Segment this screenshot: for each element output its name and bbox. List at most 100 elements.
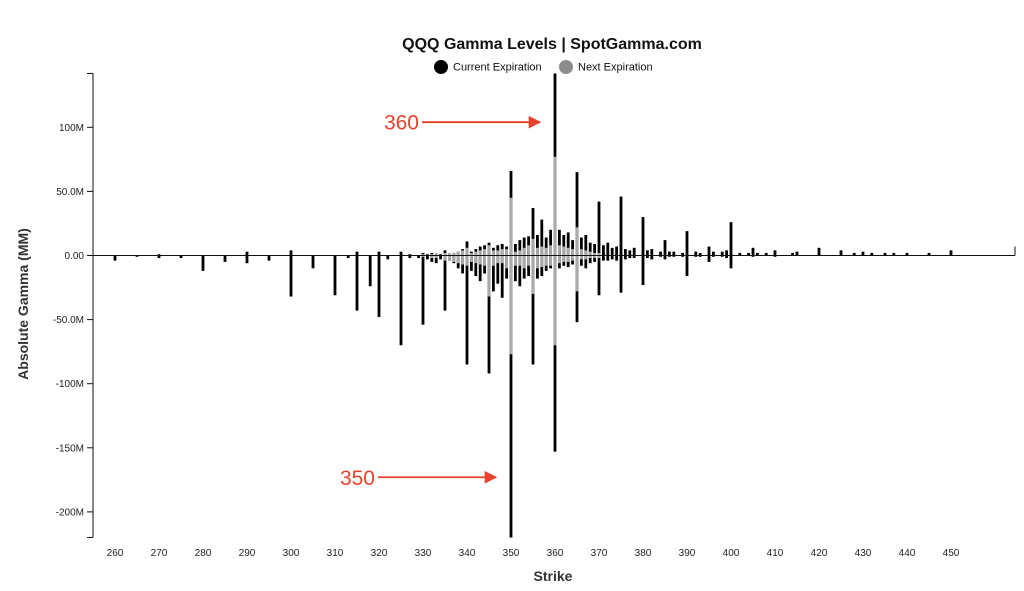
y-tick-label: -50.0M [53,315,84,326]
bar-next-339-positive [461,250,464,256]
bar-current-374-negative [615,255,618,261]
chart-title: QQQ Gamma Levels | SpotGamma.com [402,36,702,53]
bar-current-382-positive [650,249,654,256]
bar-current-347-negative [496,255,500,284]
bar-next-352-negative [518,255,522,266]
legend-marker-next [559,60,573,74]
bar-current-333-negative [434,255,438,264]
bar-next-358-negative [544,255,548,266]
bar-next-346-negative [492,255,495,266]
bar-current-381-positive [646,250,649,256]
bar-current-365-positive [575,172,579,256]
bar-next-351-positive [514,251,517,256]
bar-current-265-negative [135,255,139,257]
bar-current-325-positive [399,251,403,256]
bar-current-440-positive [905,252,909,256]
bar-current-313-negative [346,255,350,259]
bar-current-362-positive [562,234,566,256]
y-tick-label: -150M [56,443,84,454]
bar-current-420-positive [817,247,821,256]
bar-current-377-positive [628,250,632,256]
bar-current-445-positive [927,252,931,256]
bar-next-337-positive [452,252,456,256]
bar-current-340-negative [465,255,469,365]
bar-next-356-negative [536,255,539,269]
bar-current-342-negative [474,255,478,277]
bar-current-414-positive [791,252,794,256]
y-tick-label: 100M [59,123,84,134]
bar-current-368-positive [588,242,592,256]
bar-next-348-negative [500,255,504,264]
bar-current-310-negative [333,255,337,296]
bar-current-361-positive [558,229,561,256]
bar-current-260-negative [113,255,117,261]
bar-next-350-positive [509,197,513,256]
bar-current-406-positive [756,252,759,256]
bar-next-366-positive [580,249,583,256]
bar-next-347-negative [496,255,500,264]
bar-next-363-positive [566,247,570,256]
bar-next-369-positive [593,252,596,256]
bar-current-330-negative [421,255,425,325]
bar-current-327-positive [408,254,412,256]
x-tick-label: 290 [239,548,256,559]
bar-next-360-negative [553,255,557,346]
bar-current-331-negative [426,255,429,260]
bar-next-348-positive [500,249,504,256]
bar-next-346-positive [492,250,495,256]
bar-current-368-negative [588,255,592,264]
bar-current-384-negative [659,255,662,257]
bar-next-332-positive [430,254,434,256]
bar-next-365-positive [575,227,579,256]
bar-current-318-negative [368,255,372,287]
bar-current-425-positive [839,250,843,256]
bar-current-305-negative [311,255,315,269]
bar-next-355-positive [531,238,535,256]
bar-next-333-positive [434,252,438,256]
bar-next-339-negative [461,255,464,265]
bar-next-347-positive [496,250,500,256]
bar-current-415-positive [795,251,799,256]
bar-next-353-positive [522,247,526,256]
bar-next-363-negative [566,255,570,262]
bar-current-366-positive [580,237,583,256]
bar-current-331-positive [426,254,429,256]
bar-current-358-positive [544,237,548,256]
bar-next-336-positive [448,252,451,256]
bar-current-290-positive [245,251,249,256]
bar-next-368-negative [588,255,592,259]
bar-current-300-positive [289,250,293,256]
bar-current-270-negative [157,255,161,259]
bar-current-398-negative [720,255,724,257]
bar-current-430-positive [861,251,865,256]
bar-current-295-negative [267,255,271,261]
x-tick-label: 430 [855,548,872,559]
x-axis-title: Strike [534,568,573,584]
bar-current-356-positive [536,234,539,256]
bar-current-450-positive [949,250,953,256]
bar-current-351-negative [514,255,517,282]
bar-next-343-negative [478,255,482,265]
bar-next-364-positive [571,249,574,256]
bar-current-345-negative [487,255,491,374]
bar-next-370-negative [597,255,601,259]
bar-current-374-positive [615,246,618,256]
bar-current-315-positive [355,251,359,256]
bar-current-371-positive [602,245,605,256]
bar-next-344-negative [483,255,486,266]
bar-current-437-positive [892,252,896,256]
bar-current-290-negative [245,255,249,264]
bar-next-362-negative [562,255,566,262]
bar-current-389-negative [681,255,684,257]
bar-current-390-positive [685,231,689,256]
bar-current-376-negative [624,255,627,260]
bar-current-393-positive [698,252,702,256]
bar-current-350-negative [509,255,513,538]
x-tick-label: 450 [943,548,960,559]
bar-current-428-positive [852,252,856,256]
bar-next-335-positive [443,252,447,256]
bar-next-358-positive [544,247,548,256]
series-current-expiration [113,73,953,538]
bar-current-377-negative [628,255,632,259]
